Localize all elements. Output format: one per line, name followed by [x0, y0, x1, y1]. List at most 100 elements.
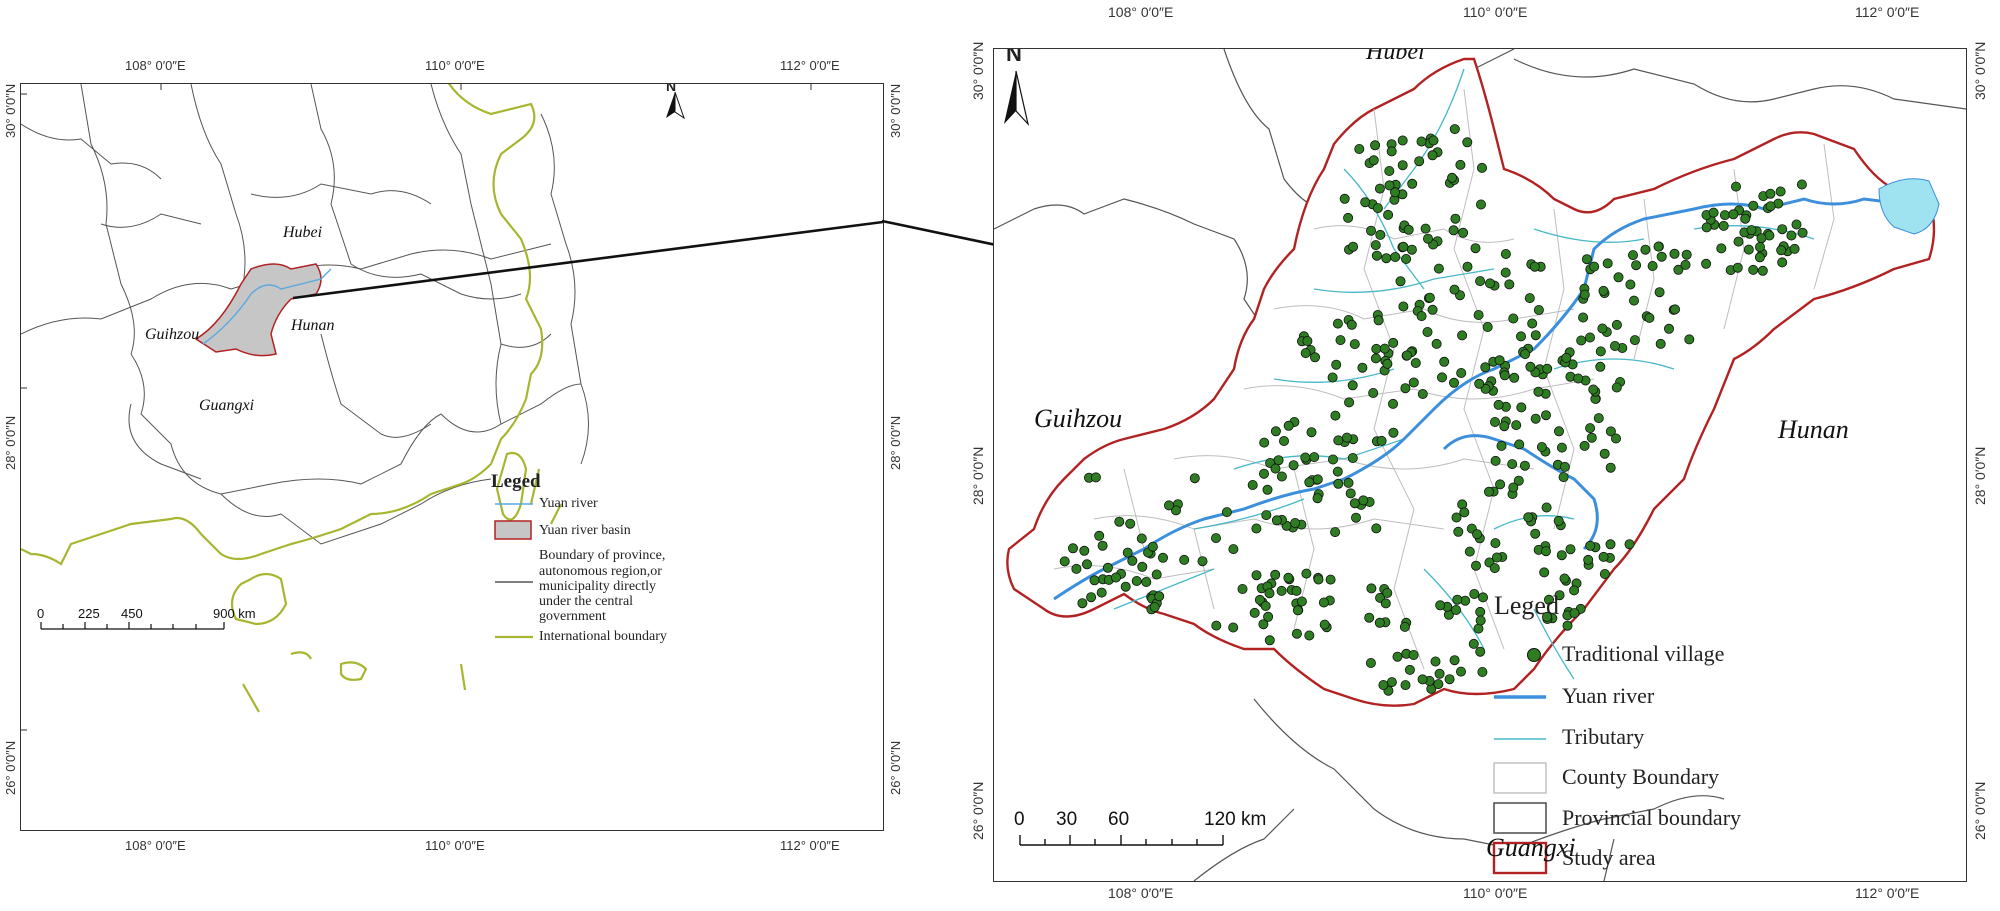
- village-point: [1380, 598, 1391, 609]
- village-point: [1420, 223, 1431, 234]
- right-top-coord-3: 112° 0′0″E: [1855, 4, 1920, 20]
- village-point: [1653, 241, 1664, 252]
- village-point: [1291, 628, 1302, 639]
- village-point: [1189, 473, 1200, 484]
- village-point: [1157, 552, 1168, 563]
- village-point: [1348, 241, 1359, 252]
- village-point: [1644, 312, 1655, 323]
- village-point: [1399, 621, 1410, 632]
- north-arrow-icon: [1004, 70, 1030, 127]
- village-point: [1599, 569, 1610, 580]
- village-point: [1270, 426, 1281, 437]
- village-point: [1333, 478, 1344, 489]
- village-point: [1435, 600, 1446, 611]
- village-point: [1408, 377, 1419, 388]
- village-point: [1375, 229, 1386, 240]
- yuan-river-main: [1053, 197, 1905, 601]
- legend-item-boundary-2: autonomous region,or: [539, 564, 662, 579]
- village-point: [1525, 361, 1536, 372]
- village-point: [1588, 384, 1599, 395]
- connector-line: [292, 220, 883, 300]
- village-point: [1407, 178, 1418, 189]
- village-point: [1610, 340, 1621, 351]
- village-point: [1372, 203, 1383, 214]
- village-point: [1291, 585, 1302, 596]
- scale-label-60: 60: [1108, 809, 1130, 830]
- village-point: [1416, 136, 1427, 147]
- village-point: [1089, 575, 1100, 586]
- village-point: [1270, 569, 1281, 580]
- village-point: [1349, 339, 1360, 350]
- legend-item-village: Traditional village: [1562, 641, 1725, 666]
- village-point: [1125, 518, 1136, 529]
- village-point: [1754, 252, 1765, 263]
- left-right-coord-3: 26° 0′0″N: [888, 740, 903, 795]
- village-point: [1719, 210, 1730, 221]
- village-point: [1513, 475, 1524, 486]
- village-point: [1111, 572, 1122, 583]
- village-point: [1332, 318, 1343, 329]
- village-point: [1530, 413, 1541, 424]
- village-point: [1541, 502, 1552, 513]
- village-point: [1516, 402, 1527, 413]
- village-point: [1354, 144, 1365, 155]
- village-point: [1559, 573, 1570, 584]
- village-point: [1273, 455, 1284, 466]
- label-guihzou: Guihzou: [145, 326, 200, 343]
- village-point: [1077, 598, 1088, 609]
- village-point: [1378, 680, 1389, 691]
- village-point: [1480, 362, 1491, 373]
- right-right-coord-1: 30° 0′0″N: [1972, 41, 1988, 100]
- village-point: [1469, 589, 1480, 600]
- village-point: [1602, 258, 1613, 269]
- left-bottom-coord-3: 112° 0′0″E: [780, 838, 840, 853]
- village-point: [1765, 188, 1776, 199]
- village-point: [1475, 199, 1486, 210]
- village-point: [1300, 452, 1311, 463]
- village-point: [1554, 426, 1565, 437]
- village-point: [1482, 321, 1493, 332]
- left-left-coord-1: 30° 0′0″N: [3, 83, 18, 138]
- village-point: [1718, 220, 1729, 231]
- village-point: [1278, 435, 1289, 446]
- village-point: [1330, 410, 1341, 421]
- international-boundary: [21, 84, 562, 713]
- legend-item-provincial: Provincial boundary: [1562, 805, 1742, 830]
- village-point: [1431, 338, 1442, 349]
- village-point: [1681, 249, 1692, 260]
- village-point: [1541, 410, 1552, 421]
- village-point: [1276, 585, 1287, 596]
- village-point: [1327, 454, 1338, 465]
- village-point: [1579, 289, 1590, 300]
- left-top-coord-1: 108° 0′0″E: [125, 58, 186, 73]
- village-point: [1755, 241, 1766, 252]
- village-point: [1097, 540, 1108, 551]
- village-point: [1728, 209, 1739, 220]
- village-point: [1654, 287, 1665, 298]
- village-point: [1210, 533, 1221, 544]
- village-point: [1533, 386, 1544, 397]
- village-point: [1309, 452, 1320, 463]
- scale-label-450: 450: [121, 606, 143, 621]
- dongting-lake: [1878, 178, 1940, 235]
- label-guangxi: Guangxi: [1486, 833, 1576, 862]
- village-point: [1731, 181, 1742, 192]
- village-point: [1312, 493, 1323, 504]
- village-point: [1397, 160, 1408, 171]
- village-point: [1457, 330, 1468, 341]
- left-left-coord-3: 26° 0′0″N: [3, 740, 18, 795]
- village-point: [1629, 295, 1640, 306]
- village-point: [1777, 224, 1788, 235]
- village-point: [1436, 372, 1447, 383]
- village-point: [1347, 380, 1358, 391]
- village-point: [1422, 326, 1433, 337]
- village-point: [1576, 335, 1587, 346]
- scale-label-120: 120 km: [1204, 809, 1267, 830]
- village-point: [1569, 608, 1580, 619]
- village-point: [1449, 655, 1460, 666]
- left-top-coord-2: 110° 0′0″E: [425, 58, 485, 73]
- village-point: [1343, 477, 1354, 488]
- village-point: [1554, 590, 1565, 601]
- village-point: [1422, 233, 1433, 244]
- village-point: [1496, 440, 1507, 451]
